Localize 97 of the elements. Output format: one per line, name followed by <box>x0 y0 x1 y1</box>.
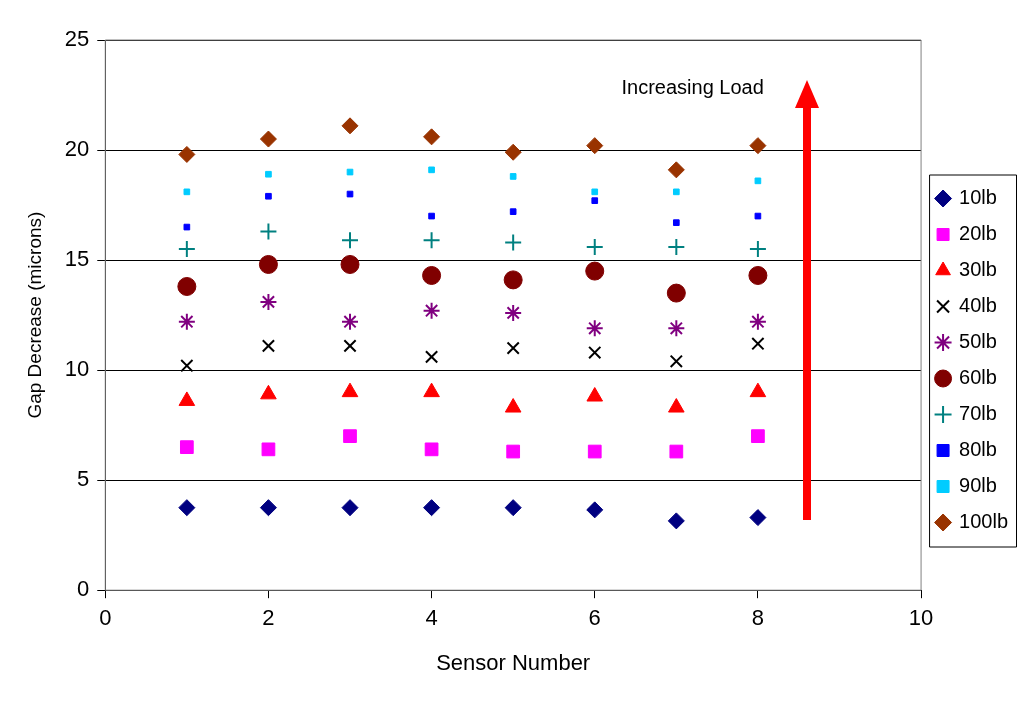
point <box>177 276 197 296</box>
point <box>673 188 680 196</box>
x-tick-label: 6 <box>588 605 601 631</box>
point <box>180 359 194 373</box>
y-tick-label: 25 <box>64 26 90 52</box>
point <box>586 137 604 155</box>
legend-label: 40lb <box>959 294 997 317</box>
annotation: Increasing Load <box>621 75 764 98</box>
point <box>751 429 765 444</box>
point <box>341 231 360 250</box>
point <box>503 270 523 290</box>
legend-label: 60lb <box>959 366 997 389</box>
point <box>178 499 196 517</box>
point <box>341 312 360 331</box>
point <box>259 292 278 311</box>
point <box>509 208 517 215</box>
point <box>669 354 683 368</box>
legend-label: 90lb <box>959 474 997 497</box>
point <box>261 442 276 457</box>
point <box>504 303 523 322</box>
point <box>754 212 762 220</box>
point <box>422 265 442 285</box>
point <box>504 233 523 252</box>
x-tick-label: 8 <box>751 605 765 631</box>
point <box>265 192 272 200</box>
x-tick-label: 10 <box>908 605 934 631</box>
point <box>424 350 439 364</box>
point <box>346 190 354 198</box>
x-tick-label: 4 <box>425 605 438 631</box>
point <box>183 188 191 196</box>
point <box>422 301 441 320</box>
point <box>340 254 360 274</box>
point <box>504 499 522 517</box>
point <box>424 442 439 457</box>
point <box>423 128 441 146</box>
point <box>586 501 604 519</box>
point <box>748 312 767 331</box>
point <box>754 177 762 185</box>
point <box>179 440 194 455</box>
y-tick-label: 20 <box>64 136 90 162</box>
point <box>748 265 768 285</box>
point <box>343 429 357 444</box>
point <box>751 337 765 351</box>
point <box>346 168 354 176</box>
point <box>667 237 686 256</box>
point <box>506 444 521 459</box>
point <box>667 319 686 338</box>
point <box>666 283 686 303</box>
point <box>422 231 441 250</box>
point <box>591 197 599 204</box>
point <box>428 212 435 220</box>
point <box>588 345 602 360</box>
point <box>341 117 359 135</box>
point <box>673 219 680 226</box>
point <box>177 240 196 259</box>
point <box>178 145 196 163</box>
point <box>343 339 357 353</box>
point <box>428 166 435 174</box>
point <box>183 223 191 231</box>
point <box>259 222 278 241</box>
x-tick-label: 0 <box>99 605 112 631</box>
point <box>504 143 522 161</box>
point <box>669 444 684 459</box>
point <box>587 444 602 459</box>
y-tick-label: 0 <box>77 576 90 602</box>
point <box>748 240 767 259</box>
point <box>667 512 685 530</box>
point <box>749 137 767 155</box>
y-tick-label: 10 <box>64 356 90 382</box>
point <box>259 130 277 148</box>
y-axis-title: Gap Decrease (microns) <box>23 211 45 419</box>
legend-label: 10lb <box>959 186 997 209</box>
x-axis-title: Sensor Number <box>436 649 591 675</box>
point <box>261 339 276 353</box>
point <box>585 319 604 338</box>
point <box>259 499 277 517</box>
point <box>667 161 685 179</box>
point <box>423 499 441 517</box>
x-tick-label: 2 <box>262 605 275 631</box>
point <box>506 341 520 355</box>
legend-label: 80lb <box>959 438 997 461</box>
point <box>591 188 599 196</box>
point <box>177 312 196 331</box>
point <box>509 173 517 180</box>
legend-label: 100lb <box>959 510 1008 533</box>
legend-label: 70lb <box>959 402 997 425</box>
point <box>265 170 272 178</box>
legend-label: 20lb <box>959 222 997 245</box>
point <box>585 261 605 281</box>
legend-label: 30lb <box>959 258 997 281</box>
y-tick-label: 15 <box>64 246 90 272</box>
point <box>585 237 604 256</box>
point <box>341 499 359 517</box>
point <box>749 509 767 527</box>
legend-label: 50lb <box>959 330 997 353</box>
point <box>258 254 278 274</box>
y-tick-label: 5 <box>77 466 90 492</box>
